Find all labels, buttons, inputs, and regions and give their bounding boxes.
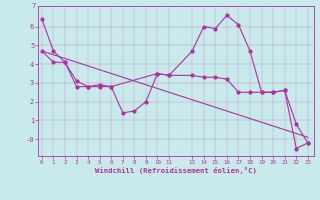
X-axis label: Windchill (Refroidissement éolien,°C): Windchill (Refroidissement éolien,°C) bbox=[95, 167, 257, 174]
Text: 7: 7 bbox=[32, 3, 36, 9]
